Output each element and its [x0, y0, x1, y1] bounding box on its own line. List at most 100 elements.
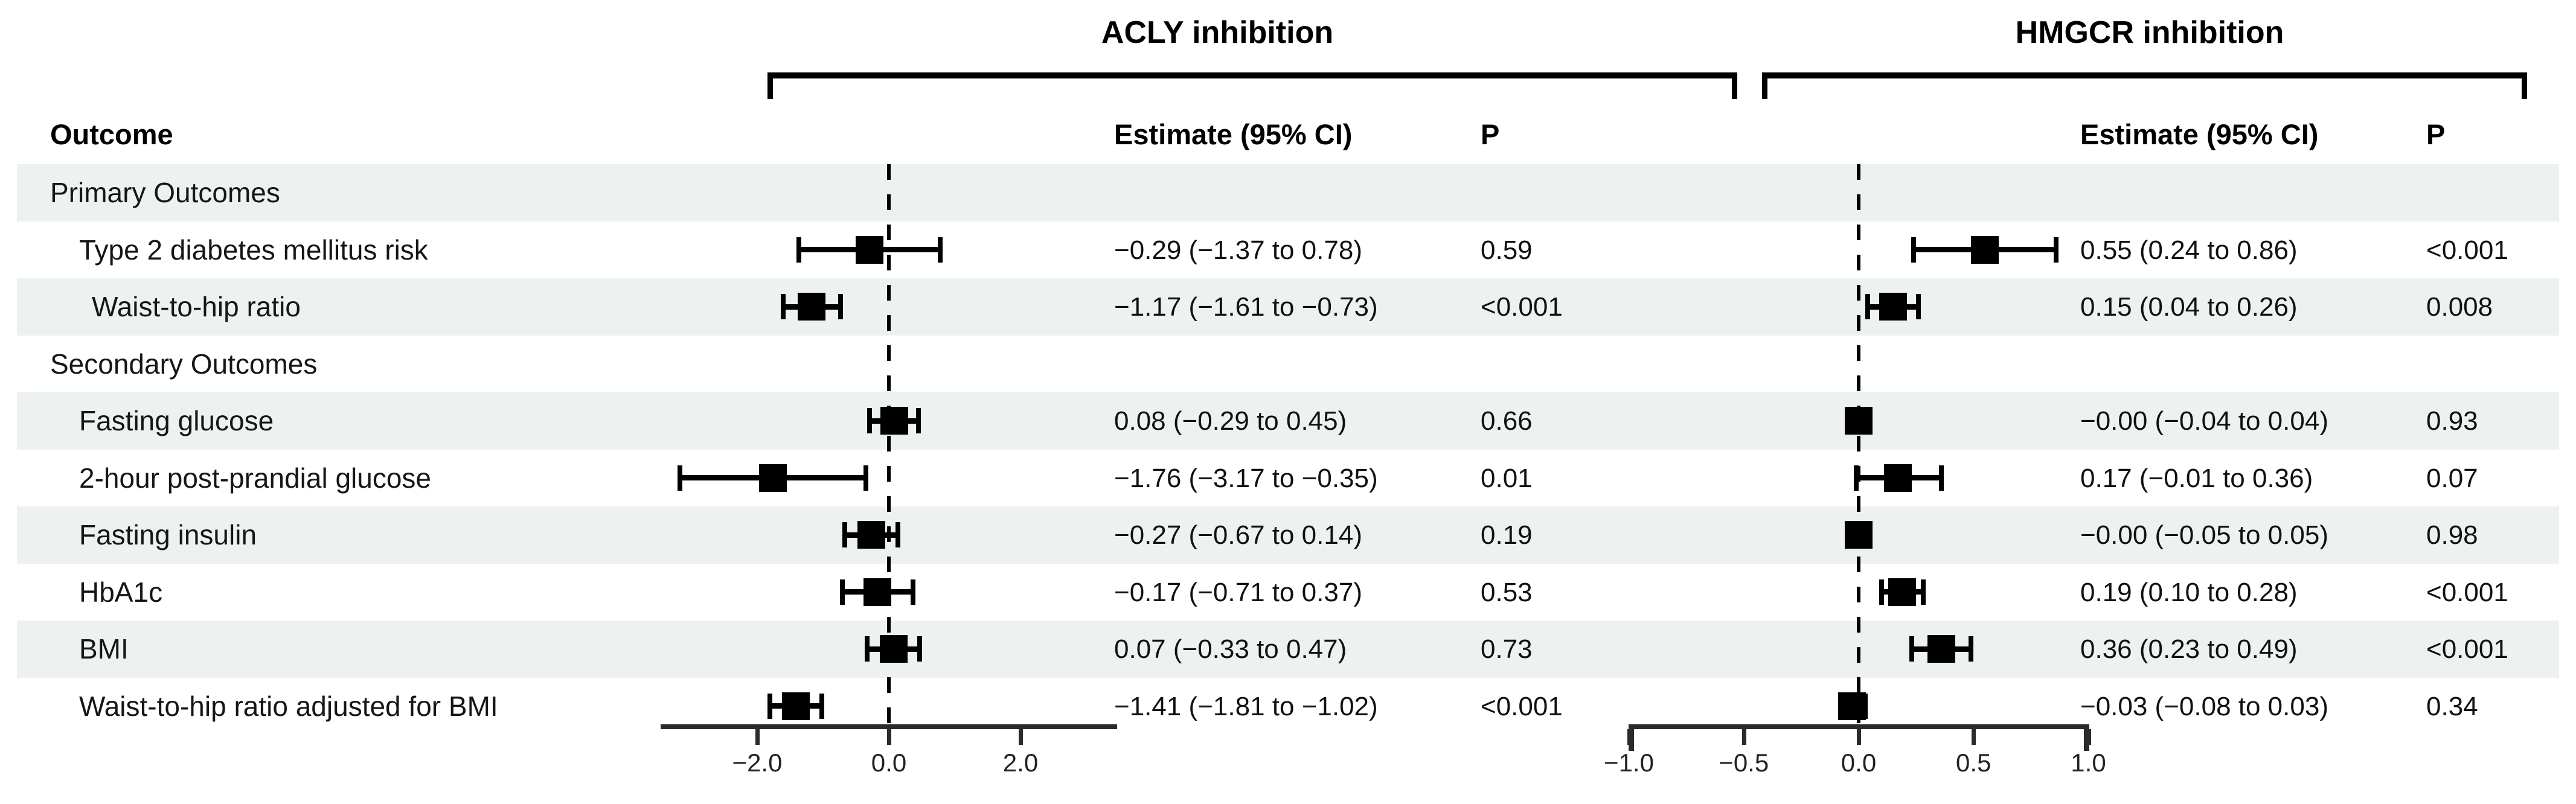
acly-ci-cap-high [916, 408, 921, 434]
acly-estimate-text: −1.17 (−1.61 to −0.73) [1114, 292, 1378, 322]
acly-p-value: 0.53 [1481, 577, 1533, 607]
acly-ci-cap-low [767, 693, 772, 719]
hmgcr-p-value: <0.001 [2426, 634, 2508, 664]
acly-estimate-marker [782, 692, 810, 720]
hmgcr-axis-tick [2086, 729, 2091, 745]
acly-estimate-text: −0.29 (−1.37 to 0.78) [1114, 235, 1362, 265]
hmgcr-p-value: 0.93 [2426, 406, 2478, 436]
hmgcr-axis-tick-label: 0.0 [1841, 748, 1877, 777]
acly-zero-dashed-line [887, 164, 891, 724]
acly-p-value: <0.001 [1481, 691, 1563, 721]
hmgcr-ci-cap-low [1865, 294, 1871, 320]
acly-estimate-marker [798, 293, 826, 321]
acly-ci-cap-high [911, 579, 916, 605]
hmgcr-estimate-marker [1927, 635, 1955, 663]
hmgcr-estimate-column-header: Estimate (95% CI) [2080, 118, 2319, 150]
acly-x-axis [661, 724, 1117, 729]
hmgcr-ci-cap-high [1920, 579, 1926, 605]
acly-ci-cap-high [863, 465, 868, 491]
acly-estimate-marker [857, 521, 885, 549]
acly-estimate-marker [863, 578, 892, 606]
hmgcr-x-axis [1629, 724, 2089, 729]
acly-axis-tick-label: 2.0 [1002, 748, 1039, 777]
hmgcr-estimate-text: −0.00 (−0.05 to 0.05) [2080, 520, 2328, 550]
acly-p-value: 0.01 [1481, 463, 1533, 493]
hmgcr-p-column-header: P [2426, 118, 2446, 150]
hmgcr-p-value: 0.98 [2426, 520, 2478, 550]
hmgcr-ci-cap-high [1969, 636, 1974, 662]
acly-group-title: ACLY inhibition [1101, 15, 1334, 50]
hmgcr-estimate-text: 0.36 (0.23 to 0.49) [2080, 634, 2298, 664]
outcome-row-label: Waist-to-hip ratio [92, 291, 301, 322]
hmgcr-estimate-marker [1883, 464, 1912, 492]
hmgcr-ci-cap-high [1915, 294, 1921, 320]
acly-estimate-marker [879, 635, 908, 663]
acly-estimate-marker [759, 464, 787, 492]
acly-ci-cap-high [917, 636, 923, 662]
hmgcr-ci-cap-high [1938, 465, 1944, 491]
hmgcr-axis-tick [1741, 729, 1746, 745]
acly-ci-cap-low [867, 408, 873, 434]
hmgcr-estimate-marker [1837, 692, 1866, 720]
outcome-row-label: Type 2 diabetes mellitus risk [79, 234, 428, 266]
row-band [17, 392, 2559, 450]
hmgcr-ci-cap-low [1854, 465, 1859, 491]
acly-p-value: 0.19 [1481, 520, 1533, 550]
acly-estimate-marker [856, 235, 884, 264]
acly-p-value: <0.001 [1481, 292, 1563, 322]
hmgcr-estimate-marker [1845, 407, 1873, 435]
hmgcr-p-value: 0.07 [2426, 463, 2478, 493]
hmgcr-estimate-text: 0.55 (0.24 to 0.86) [2080, 235, 2298, 265]
hmgcr-ci-cap-high [2054, 237, 2059, 263]
acly-ci-cap-high [896, 522, 901, 548]
acly-ci-cap-low [780, 294, 786, 320]
hmgcr-axis-tick [1627, 729, 1632, 745]
hmgcr-axis-end-cap [1629, 724, 1634, 751]
acly-p-value: 0.73 [1481, 634, 1533, 664]
row-band [17, 506, 2559, 564]
hmgcr-axis-tick [1972, 729, 1976, 745]
hmgcr-ci-cap-low [1879, 579, 1885, 605]
hmgcr-estimate-text: 0.17 (−0.01 to 0.36) [2080, 463, 2313, 493]
acly-axis-tick-label: −2.0 [732, 748, 783, 777]
hmgcr-axis-tick-label: 1.0 [2071, 748, 2106, 777]
acly-p-column-header: P [1481, 118, 1500, 150]
outcome-row-label: Waist-to-hip ratio adjusted for BMI [79, 690, 498, 722]
hmgcr-p-value: 0.008 [2426, 292, 2493, 322]
hmgcr-ci-cap-low [1911, 237, 1917, 263]
acly-axis-tick [755, 729, 760, 745]
hmgcr-estimate-text: −0.00 (−0.04 to 0.04) [2080, 406, 2328, 436]
acly-estimate-column-header: Estimate (95% CI) [1114, 118, 1353, 150]
acly-ci-cap-low [865, 636, 870, 662]
hmgcr-axis-tick-label: −1.0 [1604, 748, 1654, 777]
hmgcr-p-value: <0.001 [2426, 577, 2508, 607]
acly-axis-tick [887, 729, 891, 745]
acly-p-value: 0.66 [1481, 406, 1533, 436]
row-band [17, 621, 2559, 678]
acly-p-value: 0.59 [1481, 235, 1533, 265]
hmgcr-axis-tick [1857, 729, 1861, 745]
hmgcr-estimate-text: 0.19 (0.10 to 0.28) [2080, 577, 2298, 607]
outcome-row-label: Fasting glucose [79, 405, 274, 436]
hmgcr-p-value: 0.34 [2426, 691, 2478, 721]
hmgcr-axis-tick-label: 0.5 [1956, 748, 1991, 777]
hmgcr-estimate-marker [1845, 521, 1873, 549]
acly-estimate-text: −0.27 (−0.67 to 0.14) [1114, 520, 1362, 550]
acly-axis-tick-label: 0.0 [871, 748, 907, 777]
hmgcr-p-value: <0.001 [2426, 235, 2508, 265]
row-band [17, 278, 2559, 336]
acly-ci-cap-low [678, 465, 683, 491]
acly-ci-cap-low [839, 579, 845, 605]
hmgcr-bracket [1762, 72, 2527, 99]
hmgcr-group-title: HMGCR inhibition [2015, 15, 2284, 50]
hmgcr-axis-tick-label: −0.5 [1719, 748, 1769, 777]
outcome-row-label: BMI [79, 633, 129, 665]
hmgcr-estimate-marker [1971, 235, 1999, 264]
hmgcr-estimate-marker [1888, 578, 1917, 606]
acly-estimate-text: −1.76 (−3.17 to −0.35) [1114, 463, 1378, 493]
acly-ci-cap-high [819, 693, 824, 719]
group-row-label: Secondary Outcomes [50, 348, 318, 380]
acly-ci-cap-high [838, 294, 844, 320]
acly-bracket [767, 72, 1737, 99]
